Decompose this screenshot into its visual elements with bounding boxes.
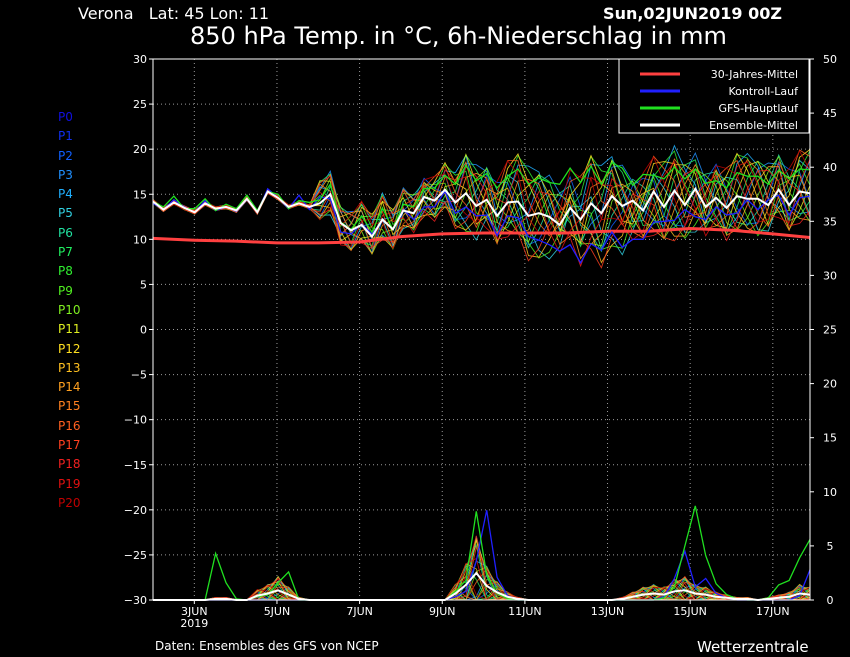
grid [153, 59, 810, 600]
y-left-tick-label: 10 [133, 233, 147, 246]
member-label: P11 [58, 322, 81, 337]
y-right-tick-label: 35 [823, 215, 837, 228]
member-precip-line [153, 543, 811, 601]
member-label: P3 [58, 167, 73, 182]
member-label: P13 [58, 360, 81, 375]
member-label: P5 [58, 206, 73, 221]
x-tick-label: 15JUN [673, 605, 707, 618]
member-list: P0 P1 P2 P3 P4 P5 P6 P7 P8 P9 P10 P11 P12 P13 P14 P15 P1… [58, 108, 81, 513]
member-label: P4 [58, 187, 73, 202]
y-left-tick-label: 20 [133, 143, 147, 156]
y-right-tick-label: 45 [823, 107, 837, 120]
member-precip-line [153, 545, 811, 601]
x-year-label: 2019 [180, 617, 208, 630]
member-label: P9 [58, 283, 73, 298]
member-label: P12 [58, 341, 81, 356]
y-left-tick-label: 25 [133, 98, 147, 111]
member-label: P14 [58, 380, 81, 395]
member-label: P17 [58, 438, 81, 453]
member-label: P1 [58, 129, 73, 144]
y-left-tick-label: −30 [124, 594, 147, 607]
x-tick-label: 9JUN [429, 605, 456, 618]
ensemble-members-lines [152, 144, 811, 601]
member-label: P8 [58, 264, 73, 279]
x-tick-label: 7JUN [346, 605, 373, 618]
y-left-tick-label: −25 [124, 549, 147, 562]
y-left-tick-label: −15 [124, 459, 147, 472]
y-right-tick-label: 25 [823, 324, 837, 337]
left-axis: 30 25 20 15 10 5 0 −5 −10 −15 −20 −25 −30 [124, 53, 153, 607]
chart-title: 850 hPa Temp. in °C, 6h-Niederschlag in … [190, 22, 727, 50]
y-left-tick-label: 30 [133, 53, 147, 66]
member-label: P6 [58, 225, 73, 240]
y-right-tick-label: 30 [823, 269, 837, 282]
y-right-tick-label: 20 [823, 378, 837, 391]
member-label: P2 [58, 148, 73, 163]
member-label: P15 [58, 399, 81, 414]
legend-label: Kontroll-Lauf [729, 85, 800, 98]
legend-box [618, 58, 810, 134]
y-left-tick-label: 15 [133, 188, 147, 201]
y-left-tick-label: −5 [131, 369, 147, 382]
legend: 30-Jahres-Mittel Kontroll-Lauf GFS-Hauptla… [618, 58, 810, 134]
y-right-tick-label: 0 [827, 594, 834, 607]
temp-series-ensemble-mittel [152, 186, 811, 239]
member-label: P19 [58, 476, 81, 491]
y-left-tick-label: −10 [124, 414, 147, 427]
x-axis: 3JUN 5JUN 7JUN 9JUN 11JUN 13JUN 15JUN 17JUN 2019 [180, 600, 790, 630]
x-tick-label: 13JUN [591, 605, 625, 618]
member-label: P18 [58, 457, 81, 472]
member-precip-line [153, 570, 811, 601]
precip-series-ensemble-mittel [153, 571, 811, 602]
temperature-lines [152, 161, 811, 265]
member-label: P10 [58, 302, 81, 317]
legend-label: Ensemble-Mittel [709, 119, 798, 132]
member-precip-line [153, 581, 811, 601]
legend-label: GFS-Hauptlauf [718, 102, 799, 115]
member-label: P7 [58, 245, 73, 260]
location-label: Verona Lat: 45 Lon: 11 [78, 4, 270, 23]
x-tick-label: 11JUN [508, 605, 542, 618]
y-right-tick-label: 5 [827, 540, 834, 553]
precip-series-gfs-hauptlauf [153, 505, 811, 601]
y-right-tick-label: 10 [823, 486, 837, 499]
y-left-tick-label: 0 [140, 324, 147, 337]
member-label: P16 [58, 418, 81, 433]
x-tick-label: 17JUN [756, 605, 790, 618]
member-label: P20 [58, 495, 81, 510]
y-left-tick-label: −20 [124, 504, 147, 517]
brand-label: Wetterzentrale [697, 638, 809, 656]
member-label: P0 [58, 110, 73, 124]
y-right-tick-label: 50 [823, 53, 837, 66]
x-tick-label: 3JUN [181, 605, 208, 618]
data-source-label: Daten: Ensembles des GFS von NCEP [155, 639, 379, 653]
temp-series-30-jahres-mittel [152, 226, 811, 245]
legend-label: 30-Jahres-Mittel [711, 68, 798, 81]
run-date-label: Sun,02JUN2019 00Z [603, 4, 782, 23]
y-right-tick-label: 15 [823, 432, 837, 445]
y-right-tick-label: 40 [823, 161, 837, 174]
y-left-tick-label: 5 [140, 278, 147, 291]
x-tick-label: 5JUN [264, 605, 291, 618]
